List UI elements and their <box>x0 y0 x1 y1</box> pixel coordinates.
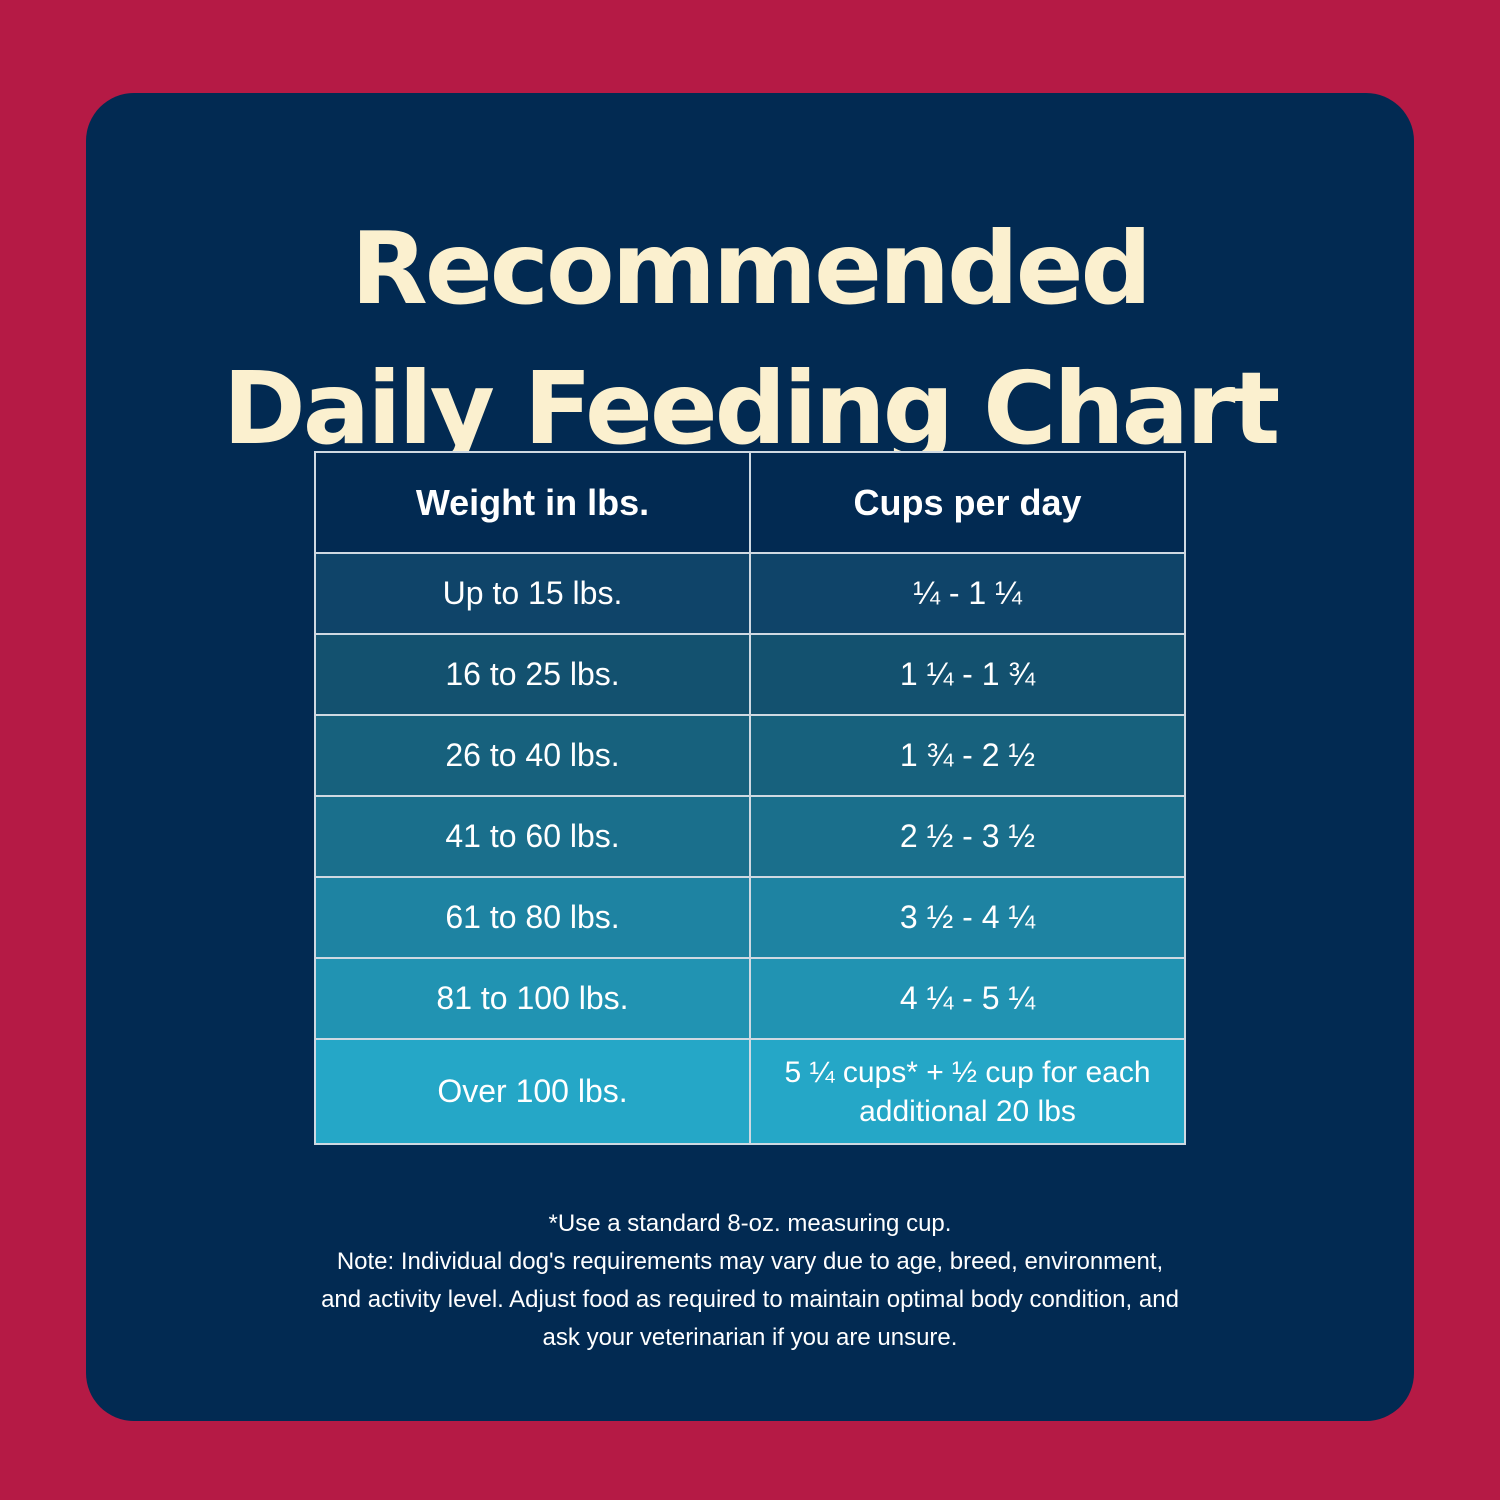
weight-cell: 16 to 25 lbs. <box>314 633 751 716</box>
title-line-1: Recommended <box>350 210 1152 327</box>
table-row: Over 100 lbs. 5 ¼ cups* + ½ cup for each… <box>314 1038 1186 1145</box>
table-row: 61 to 80 lbs. 3 ½ - 4 ¼ <box>314 876 1186 959</box>
table-header-row: Weight in lbs. Cups per day <box>314 451 1186 554</box>
cups-cell: 2 ½ - 3 ½ <box>749 795 1186 878</box>
cups-cell: 1 ¼ - 1 ¾ <box>749 633 1186 716</box>
weight-cell: Up to 15 lbs. <box>314 552 751 635</box>
cups-cell: 4 ¼ - 5 ¼ <box>749 957 1186 1040</box>
weight-cell: 41 to 60 lbs. <box>314 795 751 878</box>
weight-cell: 81 to 100 lbs. <box>314 957 751 1040</box>
cups-cell: 5 ¼ cups* + ½ cup for each additional 20… <box>749 1038 1186 1145</box>
cups-cell: 1 ¾ - 2 ½ <box>749 714 1186 797</box>
cups-cell: 3 ½ - 4 ¼ <box>749 876 1186 959</box>
header-cups: Cups per day <box>749 451 1186 554</box>
footnote-line-4: ask your veterinarian if you are unsure. <box>542 1324 958 1351</box>
page-title: Recommended Daily Feeding Chart <box>0 199 1500 479</box>
table-row: 81 to 100 lbs. 4 ¼ - 5 ¼ <box>314 957 1186 1040</box>
weight-cell: 26 to 40 lbs. <box>314 714 751 797</box>
table-row: 26 to 40 lbs. 1 ¾ - 2 ½ <box>314 714 1186 797</box>
weight-cell: Over 100 lbs. <box>314 1038 751 1145</box>
footnote: *Use a standard 8-oz. measuring cup. Not… <box>250 1205 1250 1357</box>
cups-cell: ¼ - 1 ¼ <box>749 552 1186 635</box>
footnote-line-3: and activity level. Adjust food as requi… <box>321 1286 1179 1313</box>
table-row: Up to 15 lbs. ¼ - 1 ¼ <box>314 552 1186 635</box>
footnote-line-2: Note: Individual dog's requirements may … <box>336 1248 1164 1275</box>
weight-cell: 61 to 80 lbs. <box>314 876 751 959</box>
feeding-table: Weight in lbs. Cups per day Up to 15 lbs… <box>314 451 1186 1145</box>
title-line-2: Daily Feeding Chart <box>222 350 1281 467</box>
table-row: 41 to 60 lbs. 2 ½ - 3 ½ <box>314 795 1186 878</box>
footnote-line-1: *Use a standard 8-oz. measuring cup. <box>548 1210 952 1237</box>
header-weight: Weight in lbs. <box>314 451 751 554</box>
table-row: 16 to 25 lbs. 1 ¼ - 1 ¾ <box>314 633 1186 716</box>
